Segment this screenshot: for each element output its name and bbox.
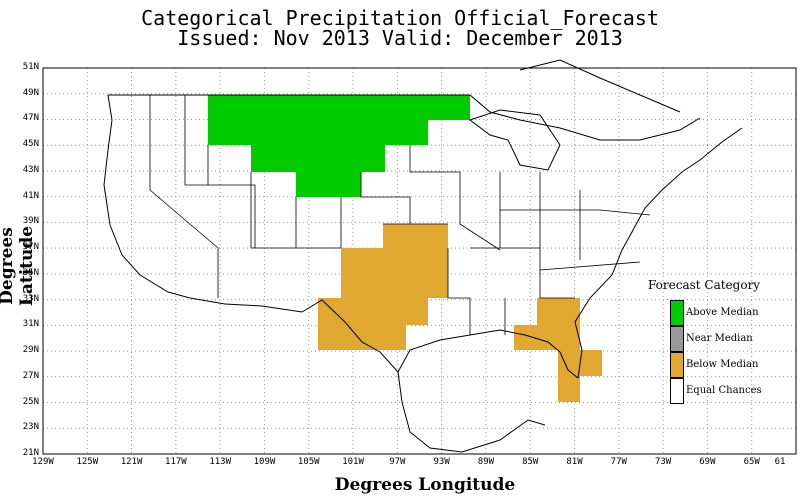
us-west-coast [103,94,191,299]
lon-tick-label: 109W [253,457,276,467]
gulf-coast [397,329,579,379]
lat-tick-label: 33N [22,293,39,304]
lat-tick-label: 43N [22,164,39,175]
state-line-9 [499,172,581,260]
atlantic-coast [574,127,743,379]
legend-label-near: Near Median [686,333,753,344]
lon-tick-label: 97W [389,457,406,467]
lon-tick-label: 89W [477,457,495,467]
map-title-line2: Issued: Nov 2013 Valid: December 2013 [177,26,623,50]
state-line-8 [470,247,575,299]
lat-tick-label: 51N [22,62,39,72]
state-line-5 [360,172,448,225]
legend-swatch-near [670,326,684,352]
lat-tick-label: 29N [22,345,39,356]
great-lakes [468,109,561,171]
above-median-region [208,95,470,197]
mexico-coastline [397,371,546,453]
lat-tick-label: 23N [22,422,39,433]
lon-tick-label: 65W [743,457,760,467]
legend-swatch-below [670,352,684,378]
state-line-2 [184,95,256,248]
lat-tick-label: 39N [22,216,39,227]
state-line-1 [149,95,219,298]
legend-swatch-equal [670,378,684,404]
axis-frame [42,67,797,455]
us-mexico-border [189,297,399,373]
lon-tick-label: 113W [209,457,232,467]
lon-tick-label: 121W [120,457,143,467]
lon-tick-label: 81W [566,457,583,467]
lat-tick-label: 47N [22,113,39,124]
legend-label-equal: Equal Chances [686,385,762,396]
lon-tick-label: 73W [654,457,672,467]
lon-tick-label: 61 [774,457,786,467]
y-axis-title: Degrees Latitude [0,225,37,307]
lat-tick-label: 31N [22,319,39,330]
lon-tick-label: 93W [433,457,450,467]
lat-tick-label: 37N [22,242,39,253]
state-line-10 [500,209,651,216]
state-line-3 [207,145,341,249]
lat-tick-label: 41N [22,190,39,201]
lon-tick-label: 125W [76,457,99,467]
lon-tick-label: 117W [165,457,187,467]
state-line-7 [447,248,471,335]
state-line-11 [504,261,641,335]
legend-swatch-above [670,300,684,326]
below-median-region-southern-plains [318,224,448,350]
lat-tick-label: 49N [22,87,39,98]
state-line-6 [409,145,501,251]
lon-tick-label: 77W [610,457,627,467]
legend-title: Forecast Category [648,278,761,292]
lat-tick-label: 45N [22,139,39,150]
lon-tick-label: 129W [32,457,54,467]
lon-tick-label: 105W [297,457,320,467]
state-line-4 [295,197,342,248]
lon-tick-label: 101W [342,457,364,467]
x-axis-title: Degrees Longitude [334,475,516,495]
legend-label-above: Above Median [686,307,759,318]
legend-label-below: Below Median [686,359,759,370]
map-title-line1: Categorical Precipitation Official_Forec… [141,6,659,30]
lon-tick-label: 85W [522,457,539,467]
hudson-bay-coast [519,59,681,113]
map-frame [42,67,797,455]
lat-tick-label: 35N [22,267,39,278]
canada-border [108,94,701,141]
lon-tick-label: 69W [699,457,716,467]
lat-tick-label: 25N [22,396,39,407]
lat-tick-label: 27N [22,370,39,381]
lat-tick-label: 21N [22,448,39,458]
